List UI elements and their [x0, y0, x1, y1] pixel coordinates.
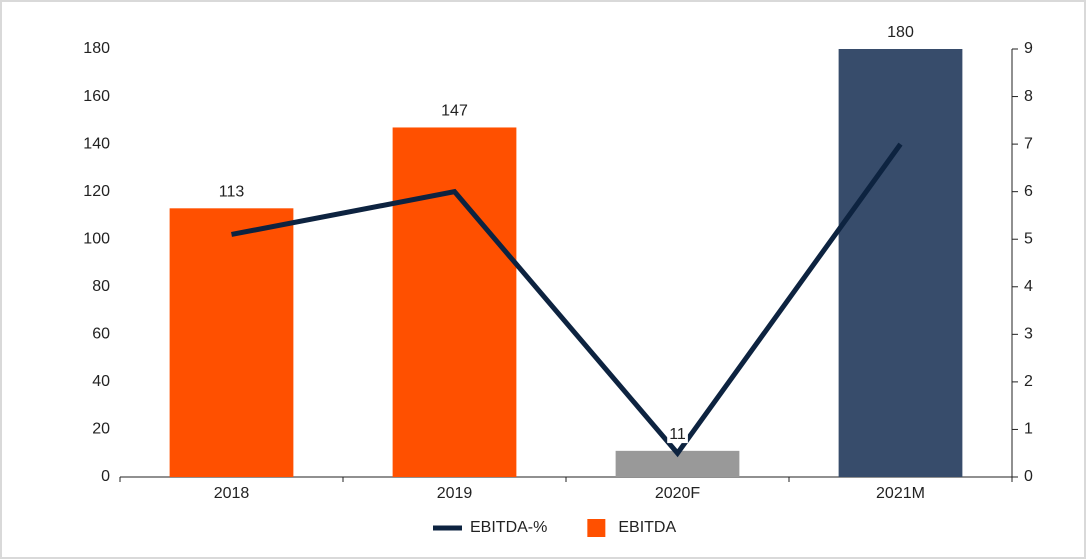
legend-symbol	[587, 519, 606, 537]
y2-tick-label: 2	[1024, 373, 1033, 390]
data-label: 180	[887, 24, 914, 41]
data-label-bg	[885, 24, 916, 42]
y2-tick-label: 3	[1024, 326, 1033, 343]
x-tick-label: 2020F	[655, 485, 701, 502]
y-tick-label: 160	[83, 88, 110, 105]
y2-tick-label: 1	[1024, 421, 1033, 438]
legend-label: EBITDA	[618, 519, 676, 536]
y-tick-label: 60	[92, 326, 110, 343]
x-tick-label: 2019	[437, 485, 473, 502]
y2-tick-label: 8	[1024, 88, 1033, 105]
y2-tick-label: 7	[1024, 135, 1033, 152]
data-label-bg	[439, 102, 470, 120]
bar	[838, 49, 963, 477]
y2-tick-label: 9	[1024, 40, 1033, 57]
x-tick-label: 2021M	[876, 485, 925, 502]
x-tick-label: 2018	[214, 485, 250, 502]
data-label: 147	[441, 103, 468, 120]
data-label-bg	[216, 183, 247, 201]
data-label-bg	[667, 426, 688, 444]
y2-tick-label: 5	[1024, 230, 1033, 247]
legend-label: EBITDA-%	[470, 519, 547, 536]
line	[231, 142, 903, 458]
y2-tick-label: 6	[1024, 183, 1033, 200]
y-tick-label: 20	[92, 421, 110, 438]
y2-tick-label: 0	[1024, 468, 1033, 485]
data-label: 11	[669, 426, 686, 443]
y-tick-label: 140	[83, 135, 110, 152]
y-tick-label: 100	[83, 230, 110, 247]
y-tick-label: 40	[92, 373, 110, 390]
data-label: 113	[219, 184, 245, 201]
y2-tick-label: 4	[1024, 278, 1033, 295]
y-tick-label: 80	[92, 278, 110, 295]
bar	[392, 127, 517, 477]
y-tick-label: 120	[83, 183, 110, 200]
y-tick-label: 180	[83, 40, 110, 57]
bar	[169, 208, 294, 478]
y-tick-label: 0	[101, 468, 110, 485]
